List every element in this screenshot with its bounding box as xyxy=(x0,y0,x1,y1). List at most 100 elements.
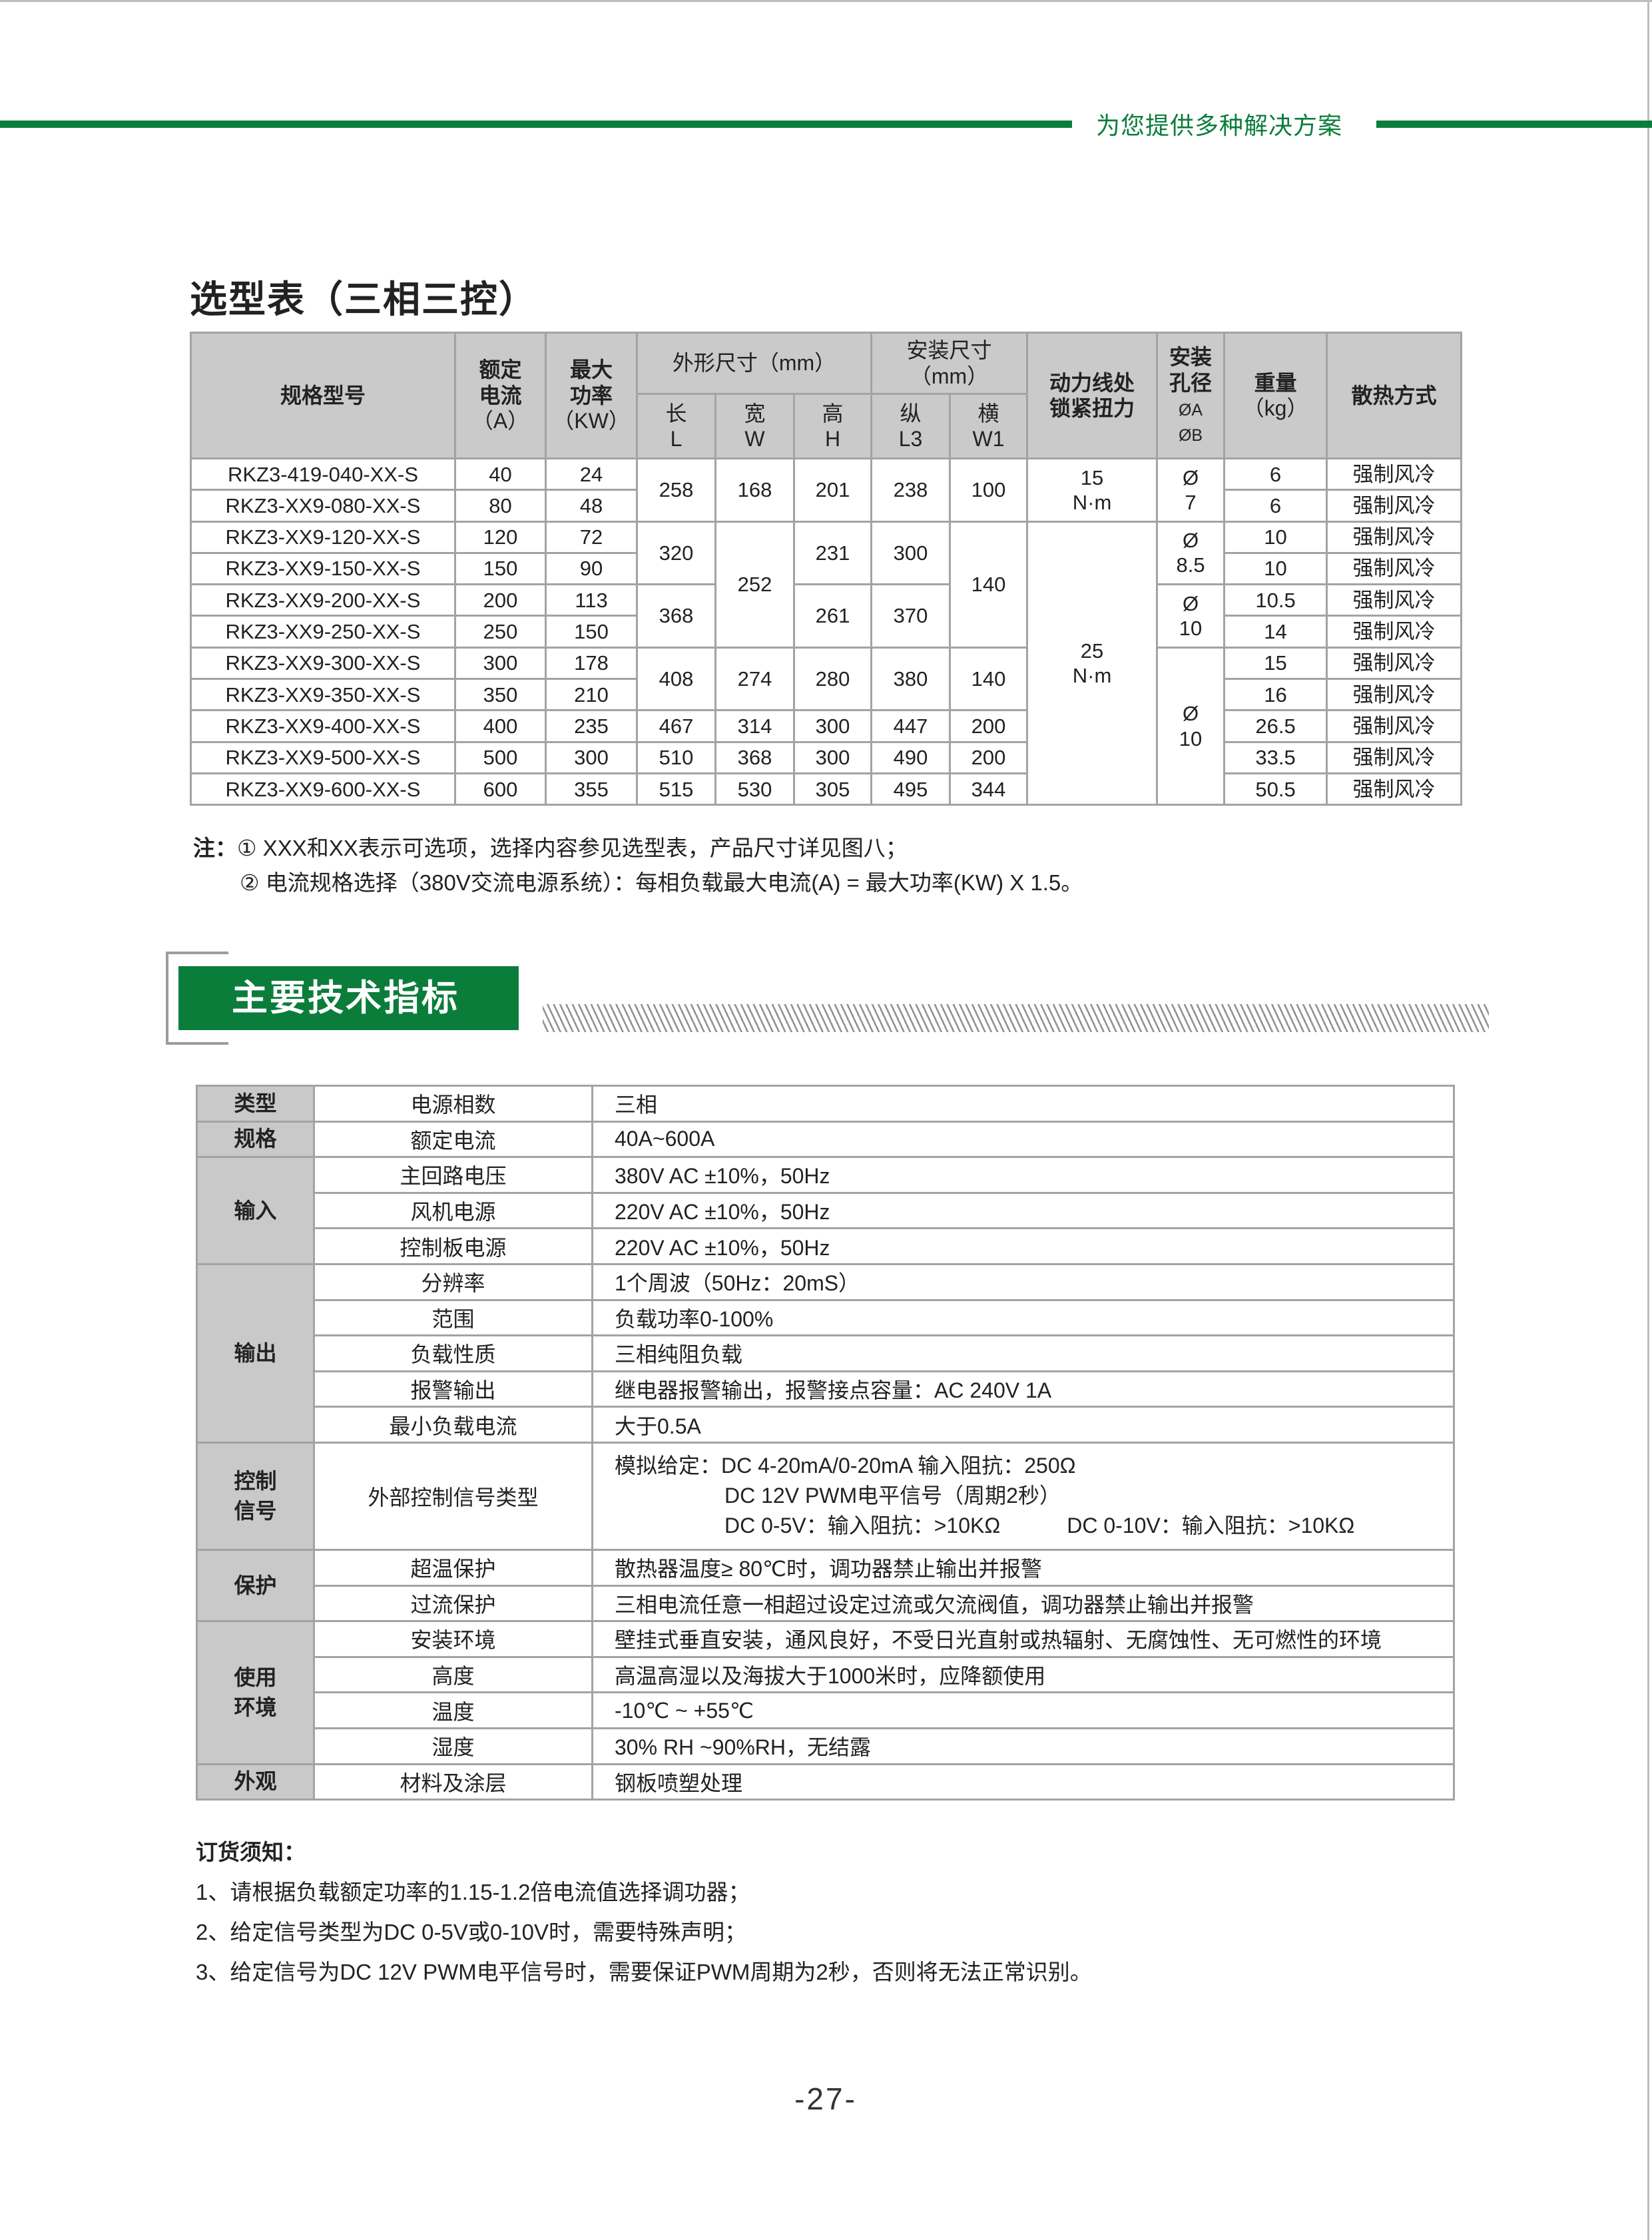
cell-H: 305 xyxy=(792,772,873,806)
table-notes: 注：① XXX和XX表示可选项，选择内容参见选型表，产品尺寸详见图八； ② 电流… xyxy=(193,831,1083,900)
selection-table: 规格型号 额定 电流 （A） 最大 功率 （KW） 外形尺寸（mm） 安装尺寸 （mm） … xyxy=(190,332,1463,806)
spec-row: 范围 负载功率0-100% xyxy=(197,1298,1455,1337)
spec-row: 输出 分辨率 1个周波（50Hz：20mS） xyxy=(196,1262,1455,1444)
cell-current: 400 xyxy=(454,709,547,743)
spec-name: 安装环境 xyxy=(313,1620,593,1658)
header-weight: 重量 （kg） xyxy=(1223,332,1328,459)
header-hole: 安装 孔径 ØA ØB xyxy=(1156,332,1226,459)
spec-row: 控制板电源 220V AC ±10%，50Hz xyxy=(197,1227,1455,1265)
spec-row: 过流保护 三相电流任意一相超过设定过流或欠流阀值，调功器禁止输出并报警 xyxy=(197,1584,1455,1623)
spec-row: 报警输出 继电器报警输出，报警接点容量：AC 240V 1A xyxy=(197,1370,1455,1408)
cell-cooling: 强制风冷 xyxy=(1326,583,1463,617)
order-note: 2、给定信号类型为DC 0-5V或0-10V时，需要特殊声明； xyxy=(196,1920,746,1944)
spec-value: 三相电流任意一相超过设定过流或欠流阀值，调功器禁止输出并报警 xyxy=(591,1584,1455,1623)
spec-row: 最小负载电流 大于0.5A xyxy=(197,1406,1455,1444)
cell-current: 200 xyxy=(454,583,547,617)
cell-H: 231 xyxy=(792,520,873,586)
cell-power: 48 xyxy=(545,489,638,523)
spec-value: 钢板喷塑处理 xyxy=(591,1763,1455,1801)
cell-power: 235 xyxy=(545,709,638,743)
note-2: ② 电流规格选择（380V交流电源系统）：每相负载最大电流(A) = 最大功率(… xyxy=(240,870,1083,895)
cell-hole: Ø 8.5 xyxy=(1156,520,1226,586)
spec-category: 类型 xyxy=(196,1085,315,1123)
table-row: RKZ3-XX9-200-XX-S 200 113 368 261 370 Ø 10 10… xyxy=(190,583,1463,649)
cell-cooling: 强制风冷 xyxy=(1326,646,1463,681)
cell-hole: Ø 10 xyxy=(1156,583,1226,649)
header-rule-left xyxy=(0,121,1072,128)
spec-row: 类型 电源相数 三相 xyxy=(196,1085,1455,1123)
cell-model: RKZ3-XX9-250-XX-S xyxy=(190,615,456,649)
order-notes-title: 订货须知： xyxy=(196,1840,306,1864)
spec-name: 范围 xyxy=(313,1298,593,1337)
spec-name: 风机电源 xyxy=(313,1191,593,1230)
cell-cooling: 强制风冷 xyxy=(1326,615,1463,649)
cell-L3: 495 xyxy=(870,772,952,806)
table-row: RKZ3-XX9-080-XX-S 80 48 6 强制风冷 xyxy=(190,489,1463,523)
cell-L3: 238 xyxy=(870,457,952,523)
cell-power: 113 xyxy=(545,583,638,617)
cell-model: RKZ3-XX9-080-XX-S xyxy=(190,489,456,523)
cell-current: 250 xyxy=(454,615,547,649)
cell-model: RKZ3-419-040-XX-S xyxy=(190,457,456,491)
spec-row: 温度 -10℃ ~ +55℃ xyxy=(197,1691,1455,1729)
cell-W1: 344 xyxy=(949,772,1029,806)
spec-category: 输出 xyxy=(196,1262,315,1444)
cell-L: 320 xyxy=(636,520,716,586)
order-note: 3、给定信号为DC 12V PWM电平信号时，需要保证PWM周期为2秒，否则将无… xyxy=(196,1960,1092,1984)
cell-model: RKZ3-XX9-120-XX-S xyxy=(190,520,456,554)
header-L3: 纵 L3 xyxy=(870,393,952,459)
spec-value: 三相纯阻负载 xyxy=(591,1334,1455,1372)
table-row: RKZ3-XX9-150-XX-S 150 90 10 强制风冷 xyxy=(190,551,1463,586)
order-notes: 订货须知： 1、请根据负载额定功率的1.15-1.2倍电流值选择调功器； 2、给… xyxy=(196,1832,1092,1992)
cell-weight: 6 xyxy=(1223,457,1328,491)
cell-H: 300 xyxy=(792,709,873,743)
spec-value: 40A~600A xyxy=(591,1120,1455,1159)
header-outer-dims: 外形尺寸（mm） xyxy=(635,332,873,395)
cell-L3: 490 xyxy=(870,740,952,774)
cell-model: RKZ3-XX9-200-XX-S xyxy=(190,583,456,617)
cell-W: 168 xyxy=(714,457,795,523)
table-row: RKZ3-XX9-600-XX-S 600 355 515 530 305 495 344 … xyxy=(190,772,1463,806)
spec-row: 输入 主回路电压 380V AC ±10%，50Hz xyxy=(196,1156,1455,1265)
cell-model: RKZ3-XX9-300-XX-S xyxy=(190,646,456,681)
cell-power: 178 xyxy=(545,646,638,681)
cell-cooling: 强制风冷 xyxy=(1326,709,1463,743)
cell-L: 258 xyxy=(636,457,716,523)
spec-name: 报警输出 xyxy=(313,1370,593,1408)
cell-cooling: 强制风冷 xyxy=(1326,772,1463,806)
section-bracket xyxy=(166,952,228,1045)
order-note: 1、请根据负载额定功率的1.15-1.2倍电流值选择调功器； xyxy=(196,1880,750,1904)
spec-value: 负载功率0-100% xyxy=(591,1298,1455,1337)
cell-power: 72 xyxy=(545,520,638,554)
spec-row: 控制 信号 外部控制信号类型 模拟给定：DC 4-20mA/0-20mA 输入阻抗：… xyxy=(196,1441,1455,1551)
spec-category: 输入 xyxy=(196,1156,315,1265)
cell-model: RKZ3-XX9-600-XX-S xyxy=(190,772,456,806)
cell-W: 274 xyxy=(714,646,795,712)
spec-name: 控制板电源 xyxy=(313,1227,593,1265)
cell-W: 530 xyxy=(714,772,795,806)
spec-name: 材料及涂层 xyxy=(313,1763,593,1801)
spec-row: 规格 额定电流 40A~600A xyxy=(196,1120,1455,1159)
cell-weight: 15 xyxy=(1223,646,1328,681)
table-row: RKZ3-419-040-XX-S 40 24 258 168 201 238 100 15… xyxy=(190,457,1463,523)
cell-L3: 447 xyxy=(870,709,952,743)
table-row: RKZ3-XX9-120-XX-S 120 72 320 252 231 300 140 2… xyxy=(190,520,1463,806)
cell-power: 355 xyxy=(545,772,638,806)
cell-W1: 140 xyxy=(949,646,1029,712)
spec-name: 电源相数 xyxy=(313,1085,593,1123)
spec-value: 三相 xyxy=(591,1085,1455,1123)
spec-name: 分辨率 xyxy=(313,1262,593,1301)
spec-value: 壁挂式垂直安装，通风良好，不受日光直射或热辐射、无腐蚀性、无可燃性的环境 xyxy=(591,1620,1455,1658)
cell-weight: 10.5 xyxy=(1223,583,1328,617)
cell-W: 252 xyxy=(714,520,795,649)
cell-power: 300 xyxy=(545,740,638,774)
cell-model: RKZ3-XX9-350-XX-S xyxy=(190,678,456,712)
spec-category: 规格 xyxy=(196,1120,315,1159)
spec-name: 额定电流 xyxy=(313,1120,593,1159)
cell-weight: 16 xyxy=(1223,678,1328,712)
spec-name: 负载性质 xyxy=(313,1334,593,1372)
cell-W1: 200 xyxy=(949,740,1029,774)
